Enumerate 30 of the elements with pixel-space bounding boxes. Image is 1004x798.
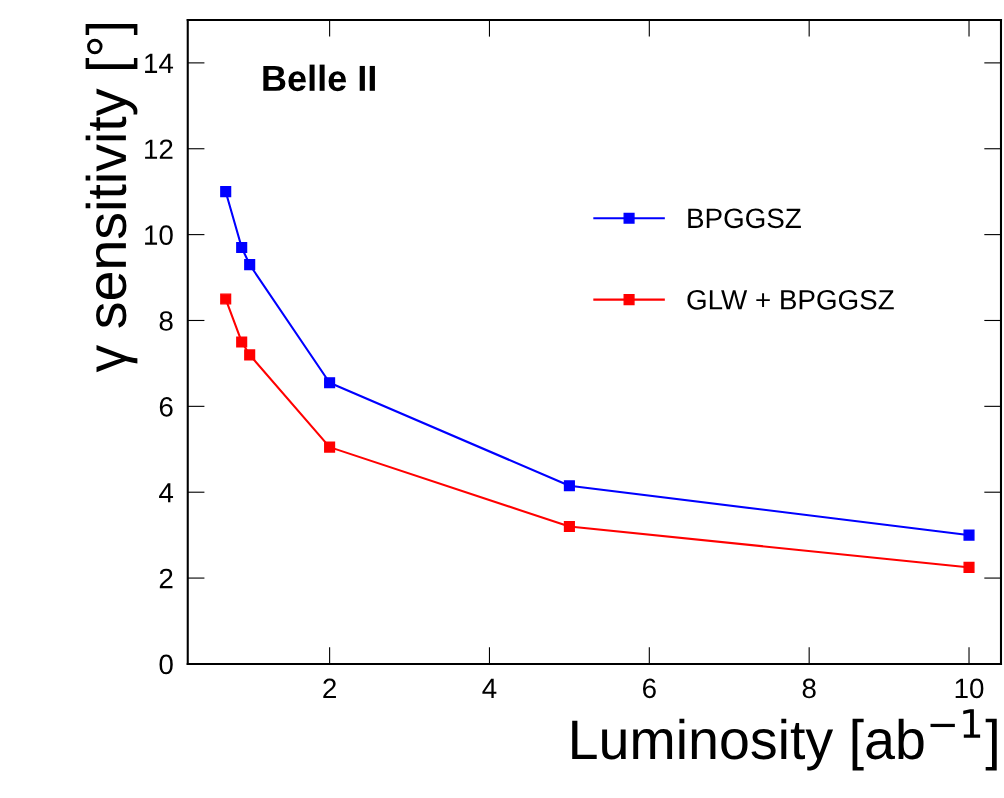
point — [236, 241, 248, 254]
y-tick-label: 4 — [159, 483, 174, 503]
point — [963, 529, 975, 541]
legend-label: BPGGSZ — [688, 208, 801, 229]
legend-label: GLW + BPGGSZ — [687, 289, 894, 310]
point — [244, 349, 256, 361]
y-tick-label: 12 — [145, 139, 173, 159]
x-axis-title: Luminosity [ab$^{−1}$] — [572, 709, 997, 771]
y-tick-label: 8 — [159, 311, 173, 331]
point — [236, 336, 248, 348]
y-tick-label: 10 — [145, 225, 173, 245]
y-tick-label: 14 — [145, 53, 174, 73]
point — [563, 480, 575, 492]
point — [324, 377, 336, 389]
y-tick-label: 2 — [159, 568, 173, 589]
point — [220, 186, 232, 198]
y-tick-label: 0 — [159, 654, 173, 675]
y-axis-title: γ sensitivity [°] — [85, 23, 138, 373]
x-tick-label: 2 — [323, 678, 336, 698]
x-tick-label: 4 — [482, 678, 497, 698]
annotation: Belle II — [263, 64, 375, 92]
x-tick-label: 8 — [802, 678, 816, 699]
point — [244, 259, 256, 271]
point — [563, 520, 575, 533]
point — [220, 293, 232, 305]
point — [963, 561, 975, 573]
x-tick-label: 10 — [955, 678, 984, 699]
y-tick-label: 6 — [159, 397, 173, 417]
x-tick-label: 6 — [643, 678, 656, 699]
point — [324, 441, 336, 453]
